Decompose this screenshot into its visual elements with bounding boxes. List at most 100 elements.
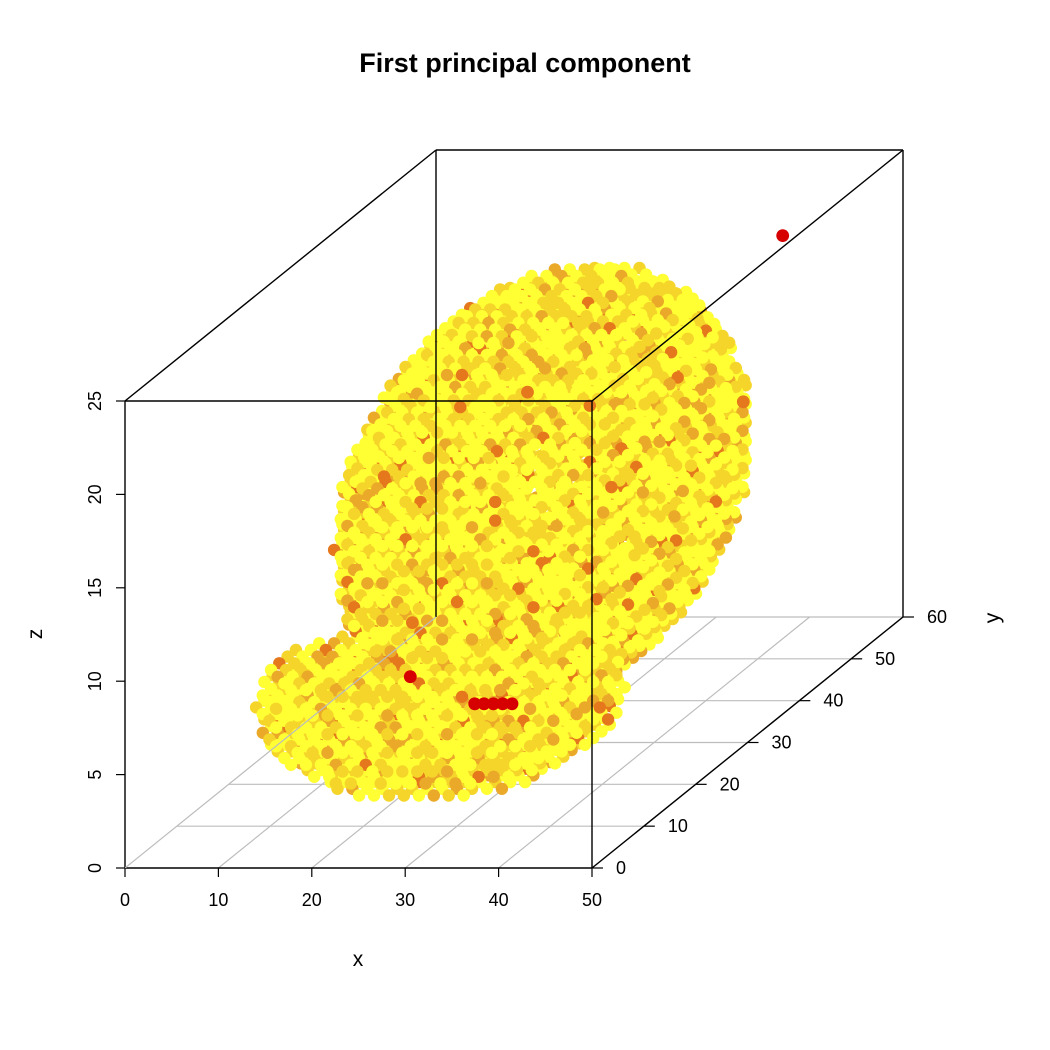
data-point [621, 430, 635, 443]
data-point [640, 366, 653, 379]
data-point [628, 530, 641, 543]
data-point [545, 406, 558, 419]
data-point [693, 299, 706, 312]
data-point [588, 303, 601, 316]
data-point [558, 475, 572, 488]
data-point [645, 516, 658, 530]
data-point [621, 579, 635, 592]
data-point [737, 373, 751, 387]
data-point [611, 655, 625, 669]
data-point [701, 464, 714, 478]
data-point [613, 455, 626, 468]
data-point [636, 523, 650, 536]
data-point [669, 403, 683, 416]
data-point [424, 400, 437, 414]
data-point [543, 438, 557, 451]
data-point [650, 327, 663, 340]
data-point [691, 312, 704, 325]
data-point [736, 461, 749, 475]
data-point [613, 605, 626, 618]
data-point [669, 459, 683, 472]
data-point [638, 416, 651, 430]
data-point [701, 520, 714, 534]
data-point [704, 363, 718, 376]
data-point [598, 605, 611, 618]
data-point [678, 415, 691, 428]
data-point [553, 380, 567, 394]
data-point [646, 615, 660, 628]
data-point [590, 443, 603, 456]
data-point [653, 454, 666, 467]
data-point [470, 368, 484, 382]
data-point [694, 420, 708, 434]
data-point [694, 383, 708, 396]
data-point [613, 283, 626, 296]
data-point [684, 534, 698, 547]
data-point [605, 518, 618, 531]
data-point [678, 583, 691, 596]
data-point [562, 374, 575, 387]
data-point [605, 593, 618, 606]
data-point [711, 407, 724, 420]
data-point [630, 610, 643, 623]
data-point [728, 412, 741, 425]
data-point [557, 316, 570, 330]
data-point [653, 281, 666, 295]
data-point [641, 334, 655, 347]
data-point [621, 467, 635, 480]
data-point [636, 579, 650, 592]
data-point [621, 448, 635, 462]
data-point [645, 554, 658, 567]
data-point [661, 466, 674, 479]
data-point [711, 388, 724, 401]
data-point [703, 395, 716, 408]
data-point [631, 372, 645, 386]
data-point [502, 336, 515, 350]
data-point [638, 398, 651, 411]
data-point [610, 687, 623, 701]
data-point [663, 602, 676, 615]
data-point [684, 459, 698, 472]
data-point [653, 566, 666, 579]
data-point [638, 603, 651, 616]
data-point [552, 431, 565, 444]
data-point [593, 360, 606, 374]
data-point [615, 629, 628, 642]
data-point [623, 641, 636, 654]
data-point [703, 376, 716, 389]
data-point [558, 494, 572, 507]
data-point [580, 310, 593, 323]
data-point [621, 560, 635, 574]
data-point [595, 650, 608, 663]
data-point [567, 618, 580, 631]
data-point [543, 457, 557, 470]
data-point [718, 432, 731, 446]
data-point [590, 611, 603, 625]
data-point [718, 488, 731, 502]
data-point [661, 484, 674, 498]
chart-title: First principal component [359, 48, 691, 78]
data-point [573, 550, 587, 563]
data-point [585, 367, 598, 380]
data-point [621, 617, 635, 630]
data-point [605, 480, 618, 494]
data-point [708, 317, 721, 331]
data-point [590, 593, 603, 606]
data-point [648, 359, 661, 372]
data-point [689, 325, 703, 339]
data-point [661, 522, 674, 535]
data-point [540, 330, 553, 343]
data-point [595, 725, 608, 738]
data-point [676, 293, 689, 307]
data-point [575, 443, 588, 456]
data-point [631, 634, 645, 647]
data-point [610, 706, 623, 719]
data-point [701, 483, 714, 496]
data-point [694, 551, 708, 564]
data-point [678, 564, 691, 578]
data-point [645, 460, 658, 474]
data-point [719, 531, 733, 544]
data-point [655, 403, 668, 416]
data-point [646, 410, 660, 423]
data-point [669, 571, 683, 584]
